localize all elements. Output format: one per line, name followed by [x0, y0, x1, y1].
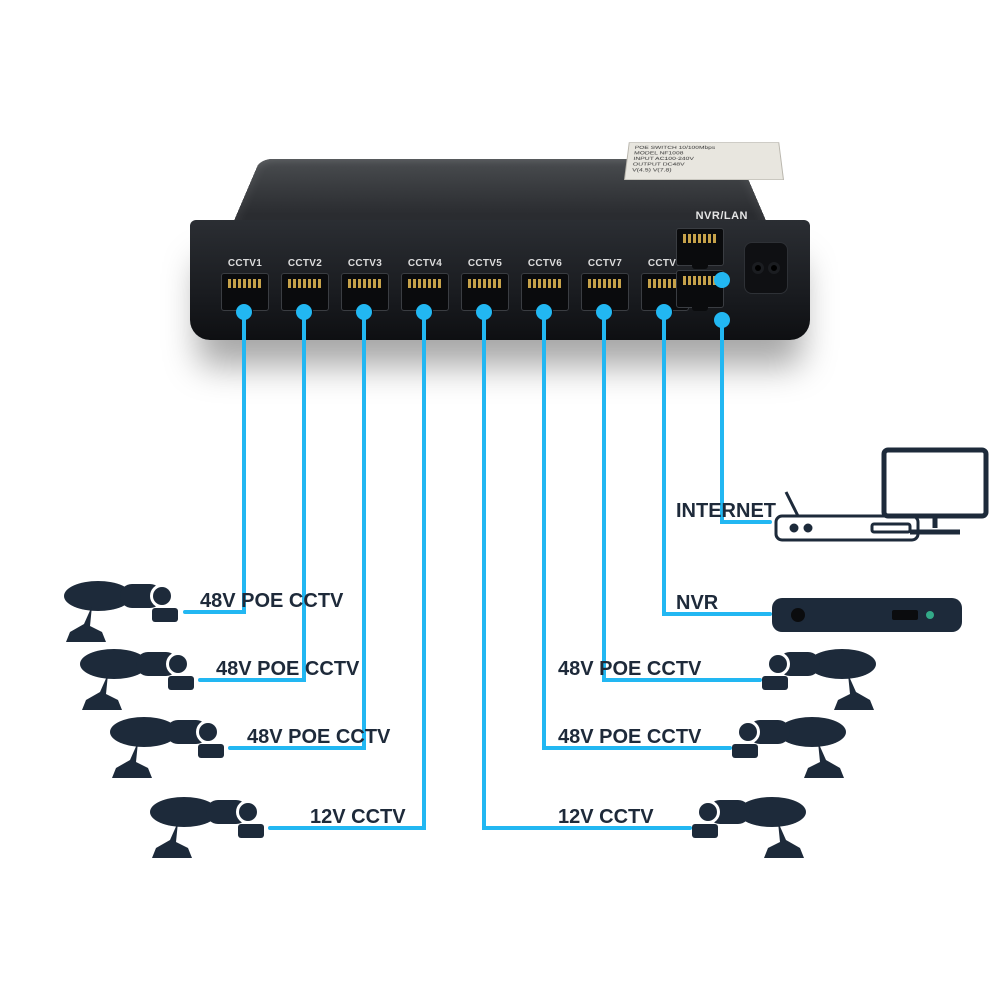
camera-icon	[758, 644, 878, 710]
rj45-icon	[521, 273, 569, 311]
port-cctv4: CCTV4	[398, 258, 452, 311]
port-label: CCTV3	[348, 258, 382, 269]
nvr-lan-label: NVR/LAN	[696, 210, 748, 222]
wire-label-right-1: 48V POE CCTV	[558, 658, 701, 681]
poe-switch: POE SWITCH 10/100Mbps MODEL NF1008 INPUT…	[190, 110, 810, 365]
port-cctv1: CCTV1	[218, 258, 272, 311]
switch-spec-label: POE SWITCH 10/100Mbps MODEL NF1008 INPUT…	[624, 142, 784, 180]
rj45-icon	[581, 273, 629, 311]
rj45-icon	[341, 273, 389, 311]
nvr-icon	[772, 590, 962, 640]
port-label: CCTV6	[528, 258, 562, 269]
internet-label: INTERNET	[676, 500, 776, 523]
port-label: CCTV5	[468, 258, 502, 269]
port-cctv2: CCTV2	[278, 258, 332, 311]
monitor-icon	[880, 446, 990, 538]
wire-label-left-3: 48V POE CCTV	[247, 726, 390, 749]
rj45-icon	[281, 273, 329, 311]
camera-icon	[688, 792, 808, 858]
wire-label-left-4: 12V CCTV	[310, 806, 406, 829]
port-label: CCTV4	[408, 258, 442, 269]
rj45-icon	[676, 228, 724, 266]
rj45-icon	[221, 273, 269, 311]
camera-icon	[108, 712, 228, 778]
rj45-icon	[461, 273, 509, 311]
port-label: CCTV7	[588, 258, 622, 269]
diagram-stage: POE SWITCH 10/100Mbps MODEL NF1008 INPUT…	[0, 0, 1000, 1000]
cctv-port-row: CCTV1 CCTV2 CCTV3 CCTV4 CCTV5 CCTV6 CCTV…	[218, 258, 692, 311]
port-cctv7: CCTV7	[578, 258, 632, 311]
camera-icon	[78, 644, 198, 710]
port-cctv6: CCTV6	[518, 258, 572, 311]
port-cctv3: CCTV3	[338, 258, 392, 311]
rj45-icon	[401, 273, 449, 311]
wire-label-right-2: 48V POE CCTV	[558, 726, 701, 749]
camera-icon	[728, 712, 848, 778]
rj45-icon	[676, 270, 724, 308]
spec-line: V(4.5) V(7.8)	[632, 168, 777, 174]
uplink-ports	[676, 228, 724, 308]
nvr-label: NVR	[676, 592, 718, 615]
port-cctv5: CCTV5	[458, 258, 512, 311]
port-label: CCTV1	[228, 258, 262, 269]
wire-label-right-3: 12V CCTV	[558, 806, 654, 829]
camera-icon	[62, 576, 182, 642]
power-inlet-icon	[744, 242, 788, 294]
wire-label-left-2: 48V POE CCTV	[216, 658, 359, 681]
port-label: CCTV2	[288, 258, 322, 269]
camera-icon	[148, 792, 268, 858]
wire-label-left-1: 48V POE CCTV	[200, 590, 343, 613]
